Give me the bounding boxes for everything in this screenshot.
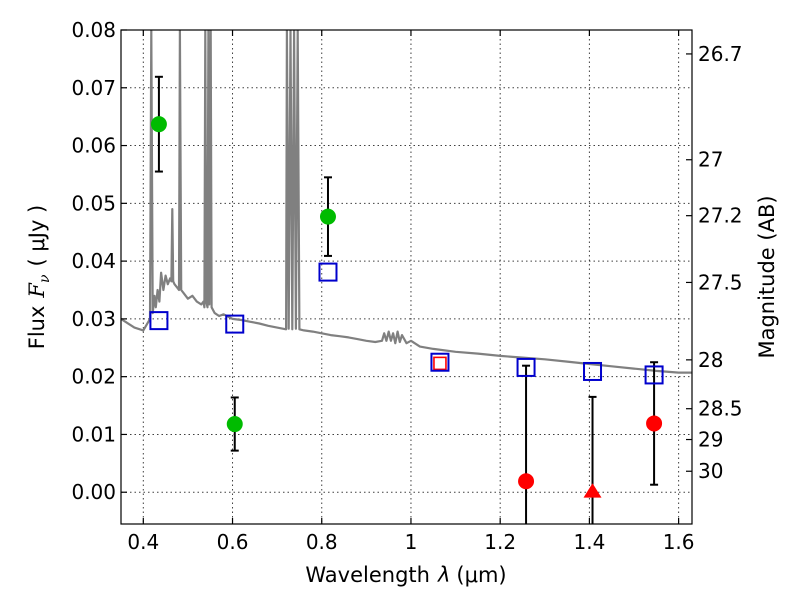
x-tick-label: 1.2 — [484, 530, 516, 554]
y-tick-label: 0.05 — [71, 191, 116, 215]
y-axis-title: FluxFν( μJy ) — [25, 205, 53, 349]
tick-labels: 0.4 0.6 0.8 1 1.2 1.4 1.6 0.00 0.01 0.02 0.03 0.04 0… — [71, 18, 742, 554]
data-markers — [149, 116, 664, 498]
upper-limit-point — [583, 483, 602, 498]
x-axis-title: Wavelength λ (μm) — [305, 563, 506, 587]
axis-ticks — [121, 29, 692, 524]
flux-point — [646, 415, 663, 432]
y2-tick-label: 26.7 — [698, 42, 743, 66]
model-photometry-point — [318, 262, 338, 282]
model-photometry-point — [516, 357, 536, 377]
y2-tick-label: 28.5 — [698, 397, 743, 421]
y2-tick-label: 27.2 — [698, 204, 743, 228]
x-tick-label: 1 — [405, 530, 418, 554]
y2-tick-label: 30 — [698, 459, 723, 483]
plot-frame — [120, 29, 693, 525]
x-tick-label: 0.6 — [217, 530, 249, 554]
y-tick-label: 0.00 — [71, 480, 116, 504]
y2-axis-title: Magnitude (AB) — [755, 195, 779, 358]
x-tick-label: 0.4 — [127, 530, 159, 554]
x-tick-label: 1.6 — [663, 530, 695, 554]
model-photometry-point — [644, 365, 664, 385]
flux-point — [518, 473, 535, 490]
x-tick-label: 0.8 — [306, 530, 338, 554]
model-photometry-point — [225, 314, 245, 334]
flux-square-point — [433, 356, 447, 371]
y-tick-label: 0.02 — [71, 365, 116, 389]
y-tick-label: 0.04 — [71, 249, 116, 273]
y-tick-label: 0.07 — [71, 76, 116, 100]
model-spectrum — [121, 30, 692, 374]
y2-tick-label: 28 — [698, 348, 723, 372]
model-photometry-point — [583, 361, 603, 381]
model-photometry-point — [149, 311, 169, 331]
y2-tick-label: 29 — [698, 428, 723, 452]
y-tick-label: 0.01 — [71, 422, 116, 446]
y-tick-label: 0.03 — [71, 307, 116, 331]
flux-point — [150, 116, 167, 133]
flux-point — [226, 416, 243, 433]
spectrum-line — [121, 30, 692, 374]
model-photometry-point — [430, 352, 450, 372]
y-tick-label: 0.08 — [71, 18, 116, 42]
y2-tick-label: 27 — [698, 148, 723, 172]
y-tick-label: 0.06 — [71, 134, 116, 158]
y2-tick-label: 27.5 — [698, 270, 743, 294]
x-tick-label: 1.4 — [573, 530, 605, 554]
flux-point — [319, 208, 336, 225]
